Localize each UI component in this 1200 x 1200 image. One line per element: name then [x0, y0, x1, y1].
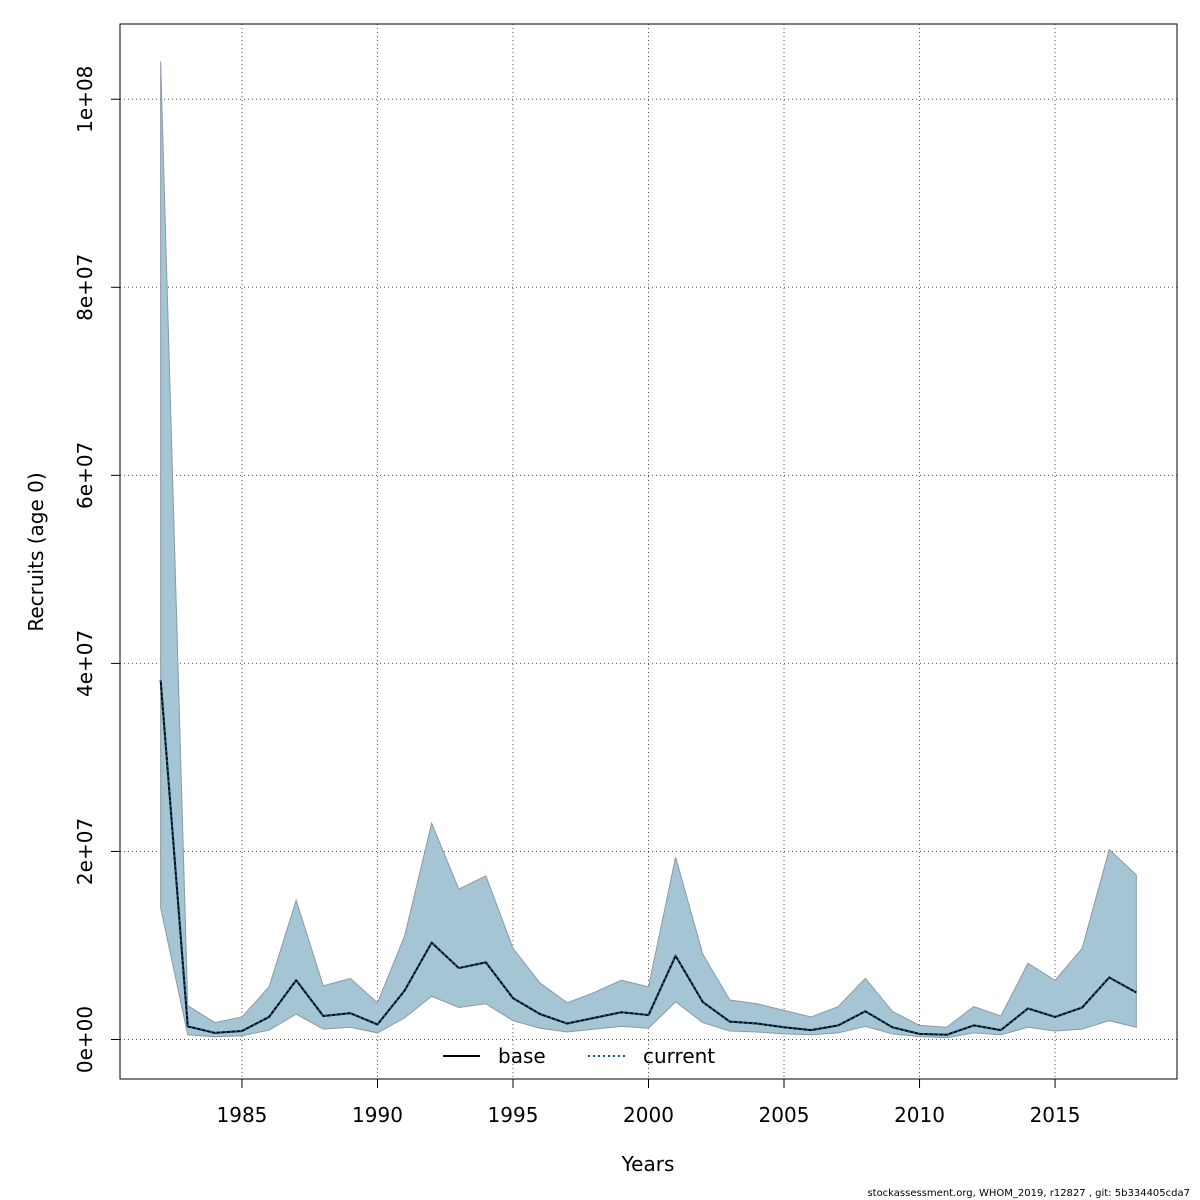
x-axis-title: Years [621, 1152, 675, 1176]
y-tick-label: 8e+07 [73, 254, 97, 321]
x-tick-label: 1985 [217, 1103, 268, 1127]
y-tick-label: 1e+08 [73, 66, 97, 133]
x-axis: 1985 1990 1995 2000 2005 2010 2015 [217, 1079, 1081, 1127]
legend-label-base: base [498, 1044, 546, 1068]
series-lines [159, 680, 1137, 1036]
y-tick-label: 0e+00 [73, 1006, 97, 1073]
legend: base current [443, 1044, 715, 1068]
y-tick-label: 2e+07 [73, 818, 97, 885]
x-tick-label: 2015 [1030, 1103, 1081, 1127]
y-axis-title: Recruits (age 0) [24, 472, 48, 631]
grid [120, 24, 1177, 1079]
x-tick-label: 1990 [352, 1103, 403, 1127]
series-line-current [159, 680, 1137, 1036]
y-tick-label: 6e+07 [73, 442, 97, 509]
x-tick-label: 2005 [759, 1103, 810, 1127]
confidence-band [160, 61, 1137, 1039]
footer-credit: stockassessment.org, WHOM_2019, r12827 ,… [867, 1188, 1190, 1199]
x-tick-label: 1995 [488, 1103, 539, 1127]
x-tick-label: 2010 [894, 1103, 945, 1127]
y-axis: 0e+00 2e+07 4e+07 6e+07 8e+07 1e+08 [73, 66, 120, 1073]
x-tick-label: 2000 [623, 1103, 674, 1127]
y-tick-label: 4e+07 [73, 630, 97, 697]
legend-label-current: current [643, 1044, 715, 1068]
